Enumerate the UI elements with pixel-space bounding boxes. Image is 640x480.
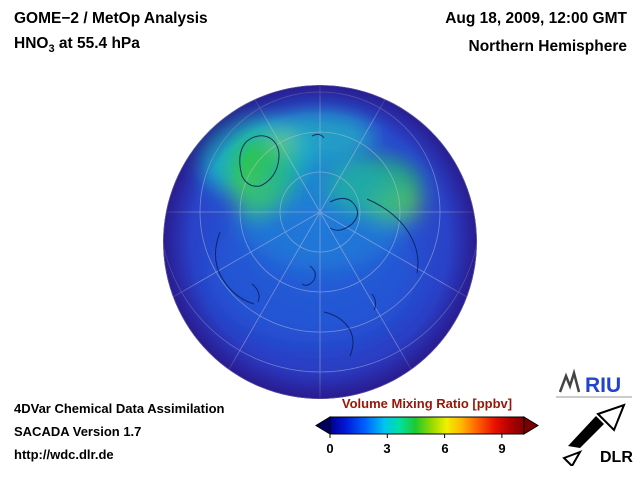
colorbar-tickmarks — [329, 434, 503, 438]
colorbar-tick-label: 6 — [441, 441, 449, 456]
colorbar-underflow-arrow — [315, 416, 331, 435]
species-label: HNO — [14, 35, 49, 52]
website-url: http://wdc.dlr.de — [14, 447, 114, 462]
header-right: Aug 18, 2009, 12:00 GMT Northern Hemisph… — [445, 10, 627, 56]
colorbar-gradient — [329, 416, 525, 435]
riu-logo-text: RIU — [585, 374, 621, 397]
dlr-logo: DLR — [562, 403, 633, 466]
colorbar-tick-label: 9 — [498, 441, 506, 456]
plot-date: Aug 18, 2009, 12:00 GMT — [445, 10, 627, 27]
colorbar-title: Volume Mixing Ratio [ppbv] — [341, 396, 513, 411]
dlr-logo-mark — [562, 403, 626, 466]
dlr-logo-text: DLR — [600, 449, 633, 466]
assimilation-label: 4DVar Chemical Data Assimilation — [14, 401, 225, 416]
plot-title: GOME−2 / MetOp Analysis — [14, 10, 208, 27]
plot-region: Northern Hemisphere — [468, 38, 627, 55]
riu-logo: RIU — [556, 368, 632, 398]
version-label: SACADA Version 1.7 — [14, 424, 142, 439]
header-left: GOME−2 / MetOp Analysis HNO3 at 55.4 hPa — [14, 10, 208, 55]
colorbar-tick-label: 3 — [383, 441, 391, 456]
colorbar-overflow-arrow — [523, 416, 539, 435]
pressure-level-label: at 55.4 hPa — [54, 35, 140, 52]
riu-logo-mark — [558, 368, 581, 393]
hemisphere-map — [163, 85, 477, 399]
footer-info: 4DVar Chemical Data Assimilation SACADA … — [14, 397, 225, 466]
plot-subtitle: HNO3 at 55.4 hPa — [14, 35, 208, 55]
colorbar-tick-label: 0 — [326, 441, 334, 456]
species-subscript: 3 — [48, 43, 55, 56]
colorbar — [315, 416, 539, 438]
